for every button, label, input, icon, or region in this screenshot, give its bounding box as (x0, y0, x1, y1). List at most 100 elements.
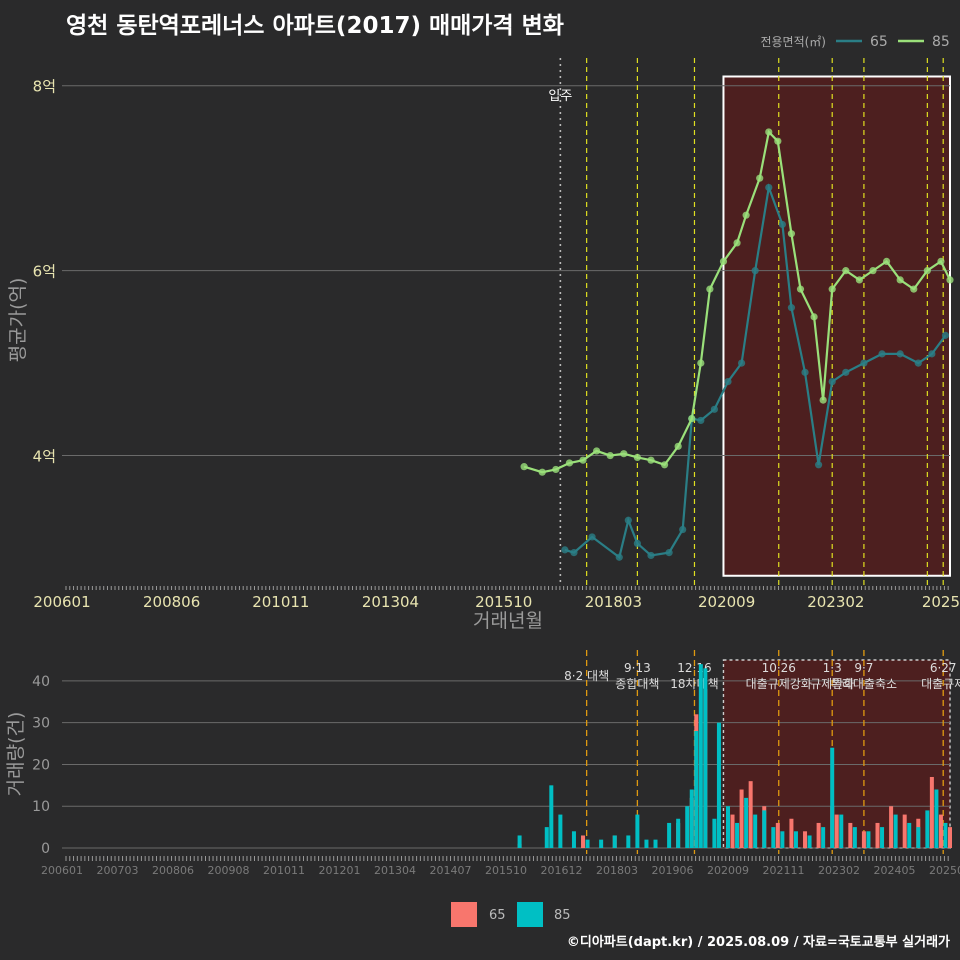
volume-bar-85 (667, 822, 672, 848)
volume-bar-65 (848, 822, 853, 848)
volume-bar-85 (880, 827, 885, 848)
volume-x-tick-label: 201011 (263, 864, 305, 877)
volume-x-tick-label: 201906 (652, 864, 694, 877)
volume-x-tick-label: 200601 (41, 864, 83, 877)
volume-x-tick-label: 202405 (874, 864, 916, 877)
policy-annotation-label: 종합대책 (615, 676, 659, 691)
volume-bar-85 (694, 731, 699, 848)
volume-bar-85 (916, 827, 921, 848)
volume-x-tick-label: 201803 (596, 864, 638, 877)
price-x-tick-label: 200601 (33, 593, 90, 611)
volume-bar-85 (549, 785, 554, 848)
legend-85-label: 85 (932, 34, 950, 50)
volume-bar-65 (775, 822, 780, 848)
volume-bar-85 (839, 814, 844, 848)
volume-bar-65 (902, 814, 907, 848)
policy-annotation-label: 9·13 (624, 661, 651, 675)
volume-bar-85 (612, 835, 617, 848)
volume-bar-85 (762, 810, 767, 848)
volume-bar-65 (834, 814, 839, 848)
volume-bar-85 (703, 668, 708, 848)
volume-bar-65 (730, 814, 735, 848)
volume-bar-85 (821, 827, 826, 848)
volume-bar-85 (866, 831, 871, 848)
volume-bar-85 (644, 839, 649, 848)
price-x-tick-label: 201510 (475, 593, 532, 611)
chart-title: 영천 동탄역포레너스 아파트(2017) 매매가격 변화 (66, 13, 564, 39)
policy-annotation-label: 18차대책 (670, 676, 718, 691)
volume-bar-85 (544, 827, 549, 848)
price-y-axis-title: 평균가(억) (7, 278, 29, 363)
volume-y-tick-label: 40 (32, 674, 50, 690)
volume-x-tick-label: 201304 (374, 864, 416, 877)
volume-bar-85 (585, 839, 590, 848)
volume-x-tick-label: 201201 (319, 864, 361, 877)
price-x-tick-label: 2025 (922, 593, 960, 611)
volume-bar-65 (803, 831, 808, 848)
price-y-tick-label: 4억 (33, 448, 56, 466)
legend-title: 전용면적(㎡) (760, 35, 826, 49)
volume-bar-65 (789, 818, 794, 848)
volume-bar-65 (739, 789, 744, 848)
policy-annotation-label: 6·27 (930, 661, 957, 675)
bottom-legend-85-swatch (517, 902, 543, 927)
volume-bar-85 (852, 827, 857, 848)
volume-bar-85 (780, 831, 785, 848)
volume-y-tick-label: 20 (32, 757, 50, 773)
price-highlight-box (722, 75, 951, 577)
volume-bar-85 (698, 664, 703, 848)
volume-x-tick-label: 201510 (485, 864, 527, 877)
policy-annotation-label: 1·3 (823, 661, 842, 675)
volume-bar-85 (558, 814, 563, 848)
policy-annotation-label: 12·16 (677, 661, 711, 675)
price-y-tick-label: 6억 (33, 263, 56, 281)
volume-bar-85 (712, 818, 717, 848)
volume-x-tick-label: 200806 (152, 864, 194, 877)
volume-bar-85 (599, 839, 604, 848)
price-x-tick-label: 201304 (362, 593, 419, 611)
volume-bar-65 (581, 835, 586, 848)
price-x-axis-title: 거래년월 (473, 610, 543, 632)
volume-bar-85 (934, 789, 939, 848)
bottom-legend-85-label: 85 (554, 908, 571, 923)
volume-bar-85 (517, 835, 522, 848)
volume-bar-85 (807, 835, 812, 848)
price-x-tick-label: 201803 (585, 593, 642, 611)
policy-annotation-label: 10·26 (762, 661, 796, 675)
volume-bar-85 (653, 839, 658, 848)
legend-65-label: 65 (870, 34, 888, 50)
volume-bar-65 (875, 822, 880, 848)
volume-bar-85 (771, 827, 776, 848)
footer-credit: ©디아파트(dapt.kr) / 2025.08.09 / 자료=국토교통부 실… (566, 935, 950, 950)
volume-y-tick-label: 30 (32, 716, 50, 732)
volume-bar-65 (748, 781, 753, 848)
volume-x-tick-label: 202302 (818, 864, 860, 877)
volume-bar-85 (716, 722, 721, 848)
volume-x-tick-label: 202009 (707, 864, 749, 877)
bottom-legend-65-label: 65 (489, 908, 506, 923)
price-x-tick-label: 201011 (252, 593, 309, 611)
series-85-line (523, 129, 951, 474)
policy-annotation-label: 특례대출축소 (831, 677, 897, 691)
volume-bar-85 (635, 814, 640, 848)
volume-bar-65 (889, 806, 894, 848)
volume-x-tick-label: 201407 (430, 864, 472, 877)
volume-bar-65 (929, 776, 934, 848)
volume-x-tick-label: 200908 (208, 864, 250, 877)
volume-bar-85 (685, 806, 690, 848)
move-in-label: 입주 (548, 89, 572, 104)
policy-annotation-label: 대출규제 (921, 677, 960, 691)
volume-y-tick-label: 10 (32, 799, 50, 815)
volume-bar-65 (816, 822, 821, 848)
volume-bar-85 (793, 831, 798, 848)
volume-x-tick-label: 202111 (763, 864, 805, 877)
volume-x-tick-label: 202506 (929, 864, 960, 877)
policy-annotation-label: 8·2 대책 (564, 668, 609, 683)
volume-y-tick-label: 0 (41, 841, 50, 857)
volume-bar-65 (948, 827, 952, 848)
volume-bar-85 (830, 747, 835, 848)
volume-bar-85 (626, 835, 631, 848)
volume-bar-85 (893, 814, 898, 848)
volume-bar-85 (689, 789, 694, 848)
